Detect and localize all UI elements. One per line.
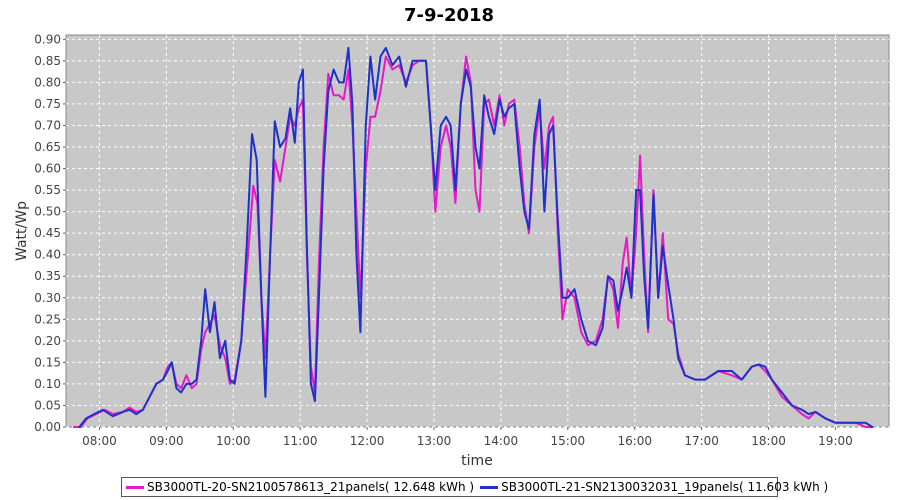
legend-label-series-2: SB3000TL-21-SN2130032031_19panels( 11.60… xyxy=(501,480,829,494)
y-tick-label: 0.30 xyxy=(34,291,61,305)
y-tick-label: 0.00 xyxy=(34,420,61,434)
y-tick-label: 0.90 xyxy=(34,32,61,46)
y-axis-label: Watt/Wp xyxy=(14,201,30,261)
y-tick-label: 0.15 xyxy=(34,355,61,369)
x-tick-label: 13:00 xyxy=(417,434,452,448)
y-tick-label: 0.50 xyxy=(34,205,61,219)
x-tick-label: 17:00 xyxy=(684,434,719,448)
x-tick-label: 09:00 xyxy=(149,434,184,448)
chart-title: 7-9-2018 xyxy=(404,5,494,26)
y-tick-label: 0.10 xyxy=(34,377,61,391)
x-tick-label: 16:00 xyxy=(617,434,652,448)
x-tick-label: 19:00 xyxy=(818,434,853,448)
series-line-2 xyxy=(78,46,874,428)
y-tick-label: 0.80 xyxy=(34,75,61,89)
y-tick-label: 0.85 xyxy=(34,54,61,68)
legend: SB3000TL-20-SN2100578613_21panels( 12.64… xyxy=(121,477,828,497)
y-tick-label: 0.25 xyxy=(34,312,61,326)
y-tick-label: 0.20 xyxy=(34,334,61,348)
y-tick-label: 0.55 xyxy=(34,183,61,197)
y-axis: 0.00 0.05 0.10 0.15 0.20 0.25 0.30 0.35 0.40 0.45… xyxy=(34,32,66,434)
x-axis-label: time xyxy=(461,453,493,469)
legend-item-series-1: SB3000TL-20-SN2100578613_21panels( 12.64… xyxy=(126,480,474,494)
x-tick-label: 14:00 xyxy=(484,434,519,448)
y-tick-label: 0.70 xyxy=(34,118,61,132)
y-tick-label: 0.75 xyxy=(34,97,61,111)
legend-swatch-series-1 xyxy=(126,485,144,489)
y-tick-label: 0.65 xyxy=(34,140,61,154)
x-tick-label: 11:00 xyxy=(283,434,318,448)
x-tick-label: 08:00 xyxy=(82,434,117,448)
y-tick-label: 0.35 xyxy=(34,269,61,283)
y-tick-label: 0.40 xyxy=(34,248,61,262)
x-axis: 08:00 09:00 10:00 11:00 12:00 13:00 14:00 15:00… xyxy=(82,427,853,448)
y-tick-label: 0.60 xyxy=(34,162,61,176)
x-tick-label: 15:00 xyxy=(551,434,586,448)
plot-area xyxy=(65,34,890,428)
grid xyxy=(66,35,889,428)
legend-item-series-2: SB3000TL-21-SN2130032031_19panels( 11.60… xyxy=(480,480,828,494)
legend-label-series-1: SB3000TL-20-SN2100578613_21panels( 12.64… xyxy=(147,480,475,494)
legend-swatch-series-2 xyxy=(480,485,499,489)
series-layer xyxy=(73,46,874,428)
y-tick-label: 0.45 xyxy=(34,226,61,240)
x-tick-label: 10:00 xyxy=(216,434,251,448)
x-tick-label: 18:00 xyxy=(751,434,786,448)
y-tick-label: 0.05 xyxy=(34,398,61,412)
x-tick-label: 12:00 xyxy=(350,434,385,448)
